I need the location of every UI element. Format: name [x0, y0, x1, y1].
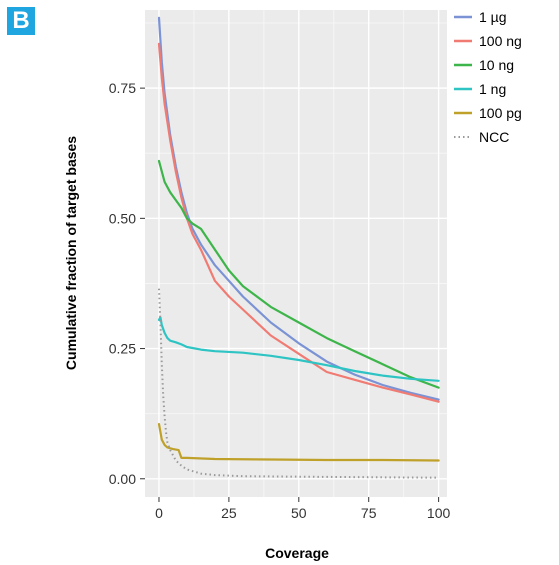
legend-label: 1 µg — [479, 9, 507, 25]
y-tick-label: 0.25 — [109, 341, 136, 357]
series-line — [158, 288, 439, 479]
legend: 1 µg 100 ng 10 ng 1 ng 100 pg NCC — [454, 9, 522, 145]
series-line — [157, 423, 440, 462]
y-tick-label: 0.00 — [109, 471, 136, 487]
series-line — [157, 159, 440, 389]
legend-label: 100 ng — [479, 33, 522, 49]
legend-label: 10 ng — [479, 57, 514, 73]
y-axis-title: Cumulative fraction of target bases — [63, 136, 79, 370]
x-tick-label: 75 — [361, 505, 377, 521]
y-tick-label: 0.50 — [109, 210, 136, 226]
grid-lines — [145, 10, 447, 497]
x-tick-label: 25 — [221, 505, 237, 521]
series-line — [157, 42, 440, 403]
series-lines — [157, 16, 440, 479]
legend-label: 1 ng — [479, 81, 506, 97]
legend-label: NCC — [479, 129, 509, 145]
series-line — [157, 316, 440, 382]
legend-label: 100 pg — [479, 105, 522, 121]
panel-label-badge: B — [7, 7, 35, 35]
x-tick-label: 100 — [427, 505, 451, 521]
axis-ticks: 0 25 50 75 100 0.00 0.25 0.50 0.75 — [109, 80, 451, 521]
x-axis-title: Coverage — [265, 545, 329, 561]
x-tick-label: 0 — [155, 505, 163, 521]
plot-panel — [145, 10, 447, 497]
y-tick-label: 0.75 — [109, 80, 136, 96]
x-tick-label: 50 — [291, 505, 307, 521]
